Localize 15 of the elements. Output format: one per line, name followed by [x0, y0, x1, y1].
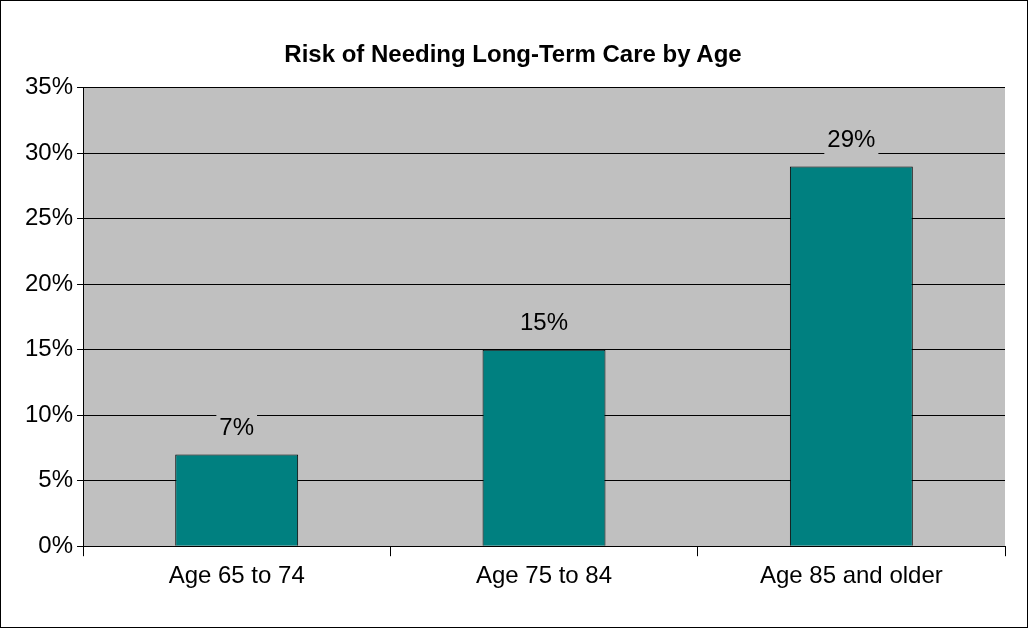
y-tick-label: 35% [24, 72, 74, 100]
x-tick-label: Age 75 to 84 [475, 561, 613, 589]
y-tick-label: 20% [24, 268, 74, 296]
data-label: 15% [519, 308, 569, 336]
y-tick-label: 0% [38, 530, 74, 558]
data-label: 7% [219, 413, 255, 441]
y-tick-label: 15% [24, 334, 74, 362]
x-tick-label: Age 65 to 74 [168, 561, 305, 589]
y-tick-label: 5% [38, 465, 74, 493]
y-tick-label: 10% [24, 399, 74, 427]
y-tick-label: 25% [24, 203, 74, 231]
data-label: 29% [827, 125, 876, 153]
x-tick-label: Age 85 and older [759, 561, 943, 589]
chart-title: Risk of Needing Long-Term Care by Age [284, 40, 742, 68]
y-tick-label: 30% [24, 137, 74, 165]
